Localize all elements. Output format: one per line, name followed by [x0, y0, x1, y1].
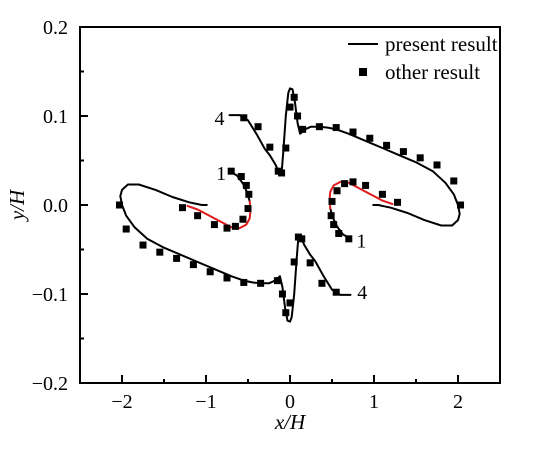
data-point [223, 274, 231, 282]
legend-marker-label: other result [385, 60, 480, 84]
data-point [327, 212, 335, 220]
axis-ticks: −2 −1 0 1 2 −0.2 −0.1 0.0 0.1 0.2 [32, 17, 501, 413]
data-point [332, 288, 340, 296]
data-point [383, 141, 391, 149]
data-point [286, 299, 294, 307]
data-point [349, 128, 357, 136]
data-point [450, 177, 458, 185]
x-axis-label: x/H [274, 410, 307, 434]
data-point [433, 161, 441, 169]
data-point [290, 93, 298, 101]
data-point [245, 190, 253, 198]
y-tick-label: 0.2 [43, 17, 68, 39]
data-point [139, 241, 147, 249]
data-point [290, 258, 298, 266]
data-point [282, 144, 290, 152]
data-point [299, 125, 307, 133]
data-point [178, 204, 186, 212]
data-point [278, 290, 286, 298]
data-point [244, 205, 252, 213]
x-tick-label: −1 [195, 391, 216, 413]
data-point [194, 212, 202, 220]
present-4-left-branch-line [228, 87, 461, 227]
data-point [294, 112, 302, 120]
data-point [328, 197, 336, 205]
data-point [332, 124, 340, 132]
y-tick-label: −0.1 [32, 284, 68, 306]
data-point [341, 180, 349, 188]
data-point [278, 169, 286, 177]
present-4-right-branch-line [119, 183, 352, 323]
data-point [122, 225, 130, 233]
data-point [286, 103, 294, 111]
data-point [189, 261, 197, 269]
data-point [115, 201, 123, 209]
data-point [206, 268, 214, 276]
data-point [257, 279, 265, 287]
data-point [237, 173, 245, 181]
data-point [318, 279, 326, 287]
data-point [231, 222, 239, 230]
annotations: 4 1 1 4 [214, 108, 367, 304]
data-point [156, 248, 164, 256]
curve-label: 1 [356, 231, 366, 253]
present-1-right-red-line [328, 180, 394, 210]
data-point [362, 181, 370, 189]
x-tick-label: 2 [453, 391, 463, 413]
curves [119, 87, 461, 323]
axis-labels: x/H y/H [5, 188, 307, 434]
x-tick-label: 1 [369, 391, 379, 413]
data-point [315, 123, 323, 131]
data-point [240, 278, 248, 286]
data-point [399, 148, 407, 156]
data-point [330, 221, 338, 229]
data-point [173, 254, 181, 262]
data-point [366, 134, 374, 142]
y-axis-label: y/H [5, 188, 29, 222]
data-point [349, 178, 357, 186]
legend: present result other result [348, 32, 498, 84]
data-point [282, 309, 290, 317]
data-point [210, 221, 218, 229]
y-tick-label: −0.2 [32, 373, 68, 395]
data-point [273, 277, 281, 285]
y-tick-label: 0.1 [43, 106, 68, 128]
data-point [333, 187, 341, 195]
data-point [416, 154, 424, 162]
y-tick-label: 0.0 [43, 195, 68, 217]
data-point [306, 259, 314, 267]
legend-line-label: present result [385, 32, 498, 56]
data-point [457, 201, 465, 209]
data-point [378, 190, 386, 198]
x-tick-label: −2 [111, 391, 132, 413]
present-1-left-red-line [186, 200, 252, 230]
x-tick-label: 0 [285, 391, 295, 413]
curve-label: 4 [357, 282, 367, 304]
data-point [227, 167, 235, 175]
data-point [242, 181, 250, 189]
data-point [223, 224, 231, 232]
data-point [266, 143, 274, 151]
data-point [254, 123, 262, 131]
curve-label: 1 [216, 163, 226, 185]
data-point [294, 233, 302, 241]
curve-label: 4 [214, 108, 224, 130]
data-point [239, 215, 247, 223]
legend-marker-swatch [359, 68, 367, 76]
data-point [394, 198, 402, 206]
markers [115, 93, 465, 317]
data-point [335, 229, 343, 237]
data-point [240, 114, 248, 122]
data-point [345, 235, 353, 243]
